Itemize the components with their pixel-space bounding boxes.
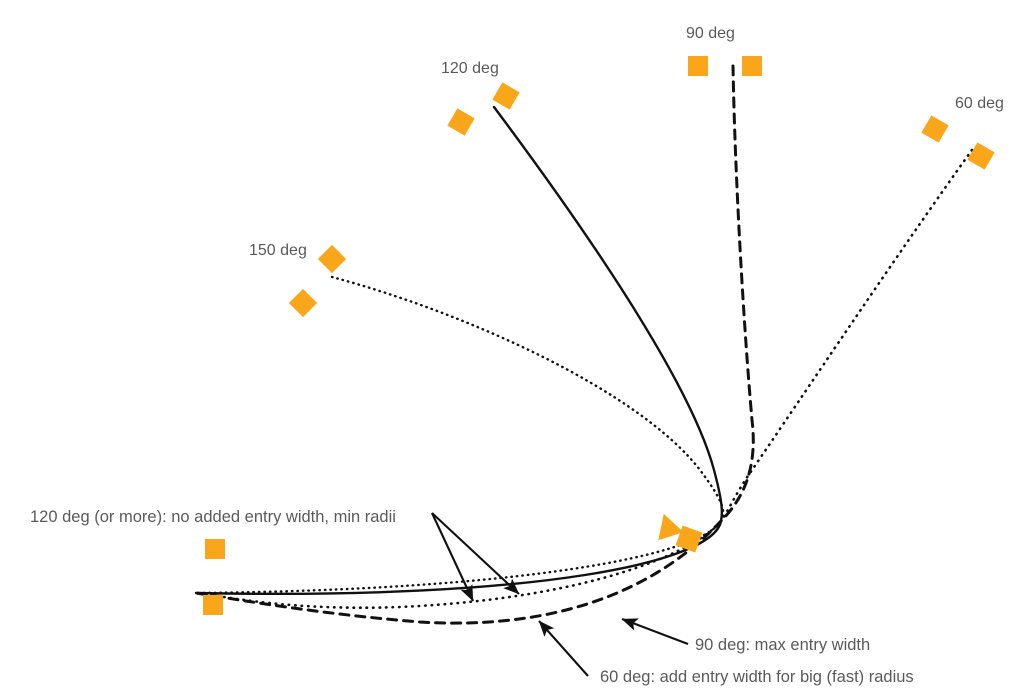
leader-arrow-leader-120-right	[431, 512, 520, 595]
labels-layer: 150 deg 120 deg 90 deg 60 deg 120 deg (or mo…	[30, 25, 1004, 686]
angle-label-deg-90: 90 deg	[686, 25, 735, 42]
leader-arrow-leader-60	[538, 620, 589, 677]
annotation-note-note-120: 120 deg (or more): no added entry width,…	[30, 508, 396, 526]
annotation-note-note-60: 60 deg: add entry width for big (fast) r…	[600, 668, 914, 686]
markers-layer	[203, 56, 995, 615]
annotation-note-note-90: 90 deg: max entry width	[695, 636, 870, 654]
marker-square-m-exit-b	[203, 595, 223, 615]
marker-square-m-150-a	[317, 244, 347, 274]
marker-square-m-exit-a	[205, 539, 225, 559]
marker-triangle-m-hub-triangle	[658, 513, 684, 541]
leader-arrow-leader-90	[621, 618, 689, 645]
angle-label-deg-120: 120 deg	[441, 60, 499, 77]
leaders-layer	[431, 512, 689, 677]
angle-label-deg-60: 60 deg	[955, 95, 1004, 112]
angle-label-deg-150: 150 deg	[249, 242, 307, 259]
marker-square-m-150-b	[288, 288, 318, 318]
marker-square-m-120-b	[447, 108, 475, 136]
turning-path-90deg	[194, 64, 755, 625]
marker-square-m-120-a	[492, 82, 520, 110]
marker-square-m-60-b	[921, 115, 949, 143]
marker-square-m-60-a	[967, 142, 995, 170]
marker-square-m-90-a	[742, 56, 762, 76]
curves-layer	[194, 64, 974, 625]
marker-square-m-90-b	[688, 56, 708, 76]
leader-arrow-leader-120-left	[431, 512, 474, 602]
turning-path-60deg	[194, 148, 974, 610]
